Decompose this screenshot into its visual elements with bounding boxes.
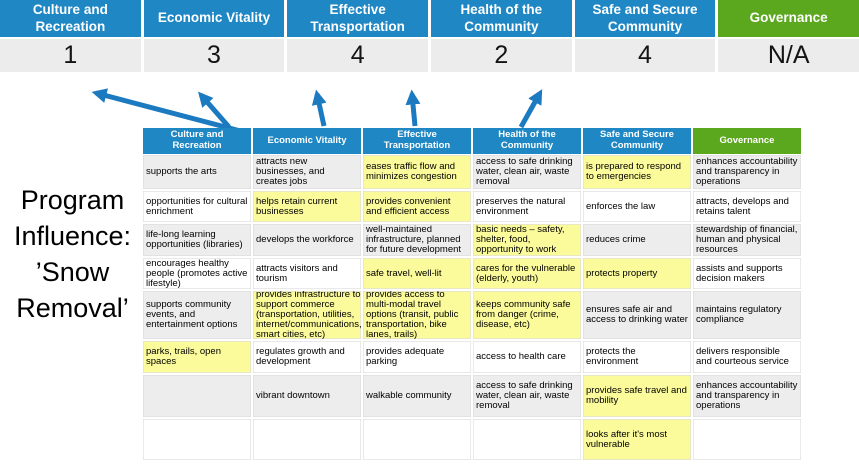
arrow-up-icon — [311, 89, 327, 127]
matrix-cell: safe travel, well-lit — [363, 258, 473, 291]
category-header: Governance — [718, 0, 859, 37]
matrix-cell — [693, 419, 803, 462]
matrix-cell: protects property — [583, 258, 693, 291]
matrix-cell: provides infrastructure to support comme… — [253, 291, 363, 341]
score-value: N/A — [718, 39, 859, 72]
matrix-cell: provides access to multi-modal travel op… — [363, 291, 473, 341]
matrix-cell: enhances accountability and transparency… — [693, 375, 803, 419]
program-label-line: Influence: — [13, 221, 132, 251]
matrix-cell — [143, 375, 253, 419]
matrix-cell: attracts new businesses, and creates job… — [253, 155, 363, 191]
matrix-cell: provides convenient and efficient access — [363, 191, 473, 224]
matrix-cell: helps retain current businesses — [253, 191, 363, 224]
matrix-cell: assists and supports decision makers — [693, 258, 803, 291]
matrix-column-header: Effective Transportation — [363, 128, 473, 155]
matrix-cell — [363, 419, 473, 462]
summary-table: Culture and Recreation Economic Vitality E… — [0, 0, 859, 72]
matrix-column-header: Health of the Community — [473, 128, 583, 155]
matrix-cell: cares for the vulnerable (elderly, youth… — [473, 258, 583, 291]
category-header: Safe and Secure Community — [574, 0, 716, 37]
matrix-cell: looks after it's most vulnerable — [583, 419, 693, 462]
arrow-up-icon — [91, 88, 249, 136]
score-value: 1 — [0, 39, 141, 72]
arrow-up-icon — [198, 91, 231, 129]
arrow-up-icon — [518, 89, 543, 129]
matrix-cell: basic needs – safety, shelter, food, opp… — [473, 224, 583, 258]
matrix-cell: stewardship of financial, human and phys… — [693, 224, 803, 258]
program-label-line: Program — [20, 185, 125, 215]
matrix-cell: ensures safe air and access to drinking … — [583, 291, 693, 341]
matrix-cell: enforces the law — [583, 191, 693, 224]
matrix-cell: eases traffic flow and minimizes congest… — [363, 155, 473, 191]
matrix-cell: delivers responsible and courteous servi… — [693, 341, 803, 375]
matrix-cell: provides safe travel and mobility — [583, 375, 693, 419]
matrix-cell — [473, 419, 583, 462]
matrix-column-header: Safe and Secure Community — [583, 128, 693, 155]
matrix-cell: supports community events, and entertain… — [143, 291, 253, 341]
category-header: Culture and Recreation — [0, 0, 141, 37]
matrix-cell: attracts visitors and tourism — [253, 258, 363, 291]
category-header: Effective Transportation — [287, 0, 428, 37]
matrix-column-header: Economic Vitality — [253, 128, 363, 155]
matrix-cell: opportunities for cultural enrichment — [143, 191, 253, 224]
matrix-cell: preserves the natural environment — [473, 191, 583, 224]
matrix-cell: vibrant downtown — [253, 375, 363, 419]
matrix-cell: keeps community safe from danger (crime,… — [473, 291, 583, 341]
matrix-cell: access to safe drinking water, clean air… — [473, 375, 583, 419]
category-header: Health of the Community — [431, 0, 572, 37]
score-value: 3 — [143, 39, 285, 72]
matrix-column-header: Culture and Recreation — [143, 128, 253, 155]
matrix-cell: encourages healthy people (promotes acti… — [143, 258, 253, 291]
matrix-cell: well-maintained infrastructure, planned … — [363, 224, 473, 258]
arrow-up-icon — [405, 89, 421, 127]
matrix-cell: life-long learning opportunities (librar… — [143, 224, 253, 258]
matrix-cell: is prepared to respond to emergencies — [583, 155, 693, 191]
matrix-cell: parks, trails, open spaces — [143, 341, 253, 375]
matrix-cell: attracts, develops and retains talent — [693, 191, 803, 224]
score-value: 4 — [287, 39, 428, 72]
matrix-cell: provides adequate parking — [363, 341, 473, 375]
score-value: 2 — [431, 39, 572, 72]
matrix-cell — [143, 419, 253, 462]
matrix-column-header: Governance — [693, 128, 803, 155]
matrix-cell: access to safe drinking water, clean air… — [473, 155, 583, 191]
program-label: Program Influence: ’Snow Removal’ — [0, 182, 145, 326]
matrix-cell: enhances accountability and transparency… — [693, 155, 803, 191]
matrix-cell: walkable community — [363, 375, 473, 419]
category-header: Economic Vitality — [143, 0, 285, 37]
matrix-cell: access to health care — [473, 341, 583, 375]
matrix-cell: regulates growth and development — [253, 341, 363, 375]
matrix-cell: maintains regulatory compliance — [693, 291, 803, 341]
matrix-cell: supports the arts — [143, 155, 253, 191]
matrix-cell: develops the workforce — [253, 224, 363, 258]
program-label-line: Removal’ — [16, 293, 129, 323]
matrix-table: Culture and Recreation Economic Vitality E… — [143, 128, 803, 462]
matrix-cell: protects the environment — [583, 341, 693, 375]
matrix-cell — [253, 419, 363, 462]
matrix-cell: reduces crime — [583, 224, 693, 258]
score-value: 4 — [574, 39, 716, 72]
program-label-line: ’Snow — [35, 257, 110, 287]
